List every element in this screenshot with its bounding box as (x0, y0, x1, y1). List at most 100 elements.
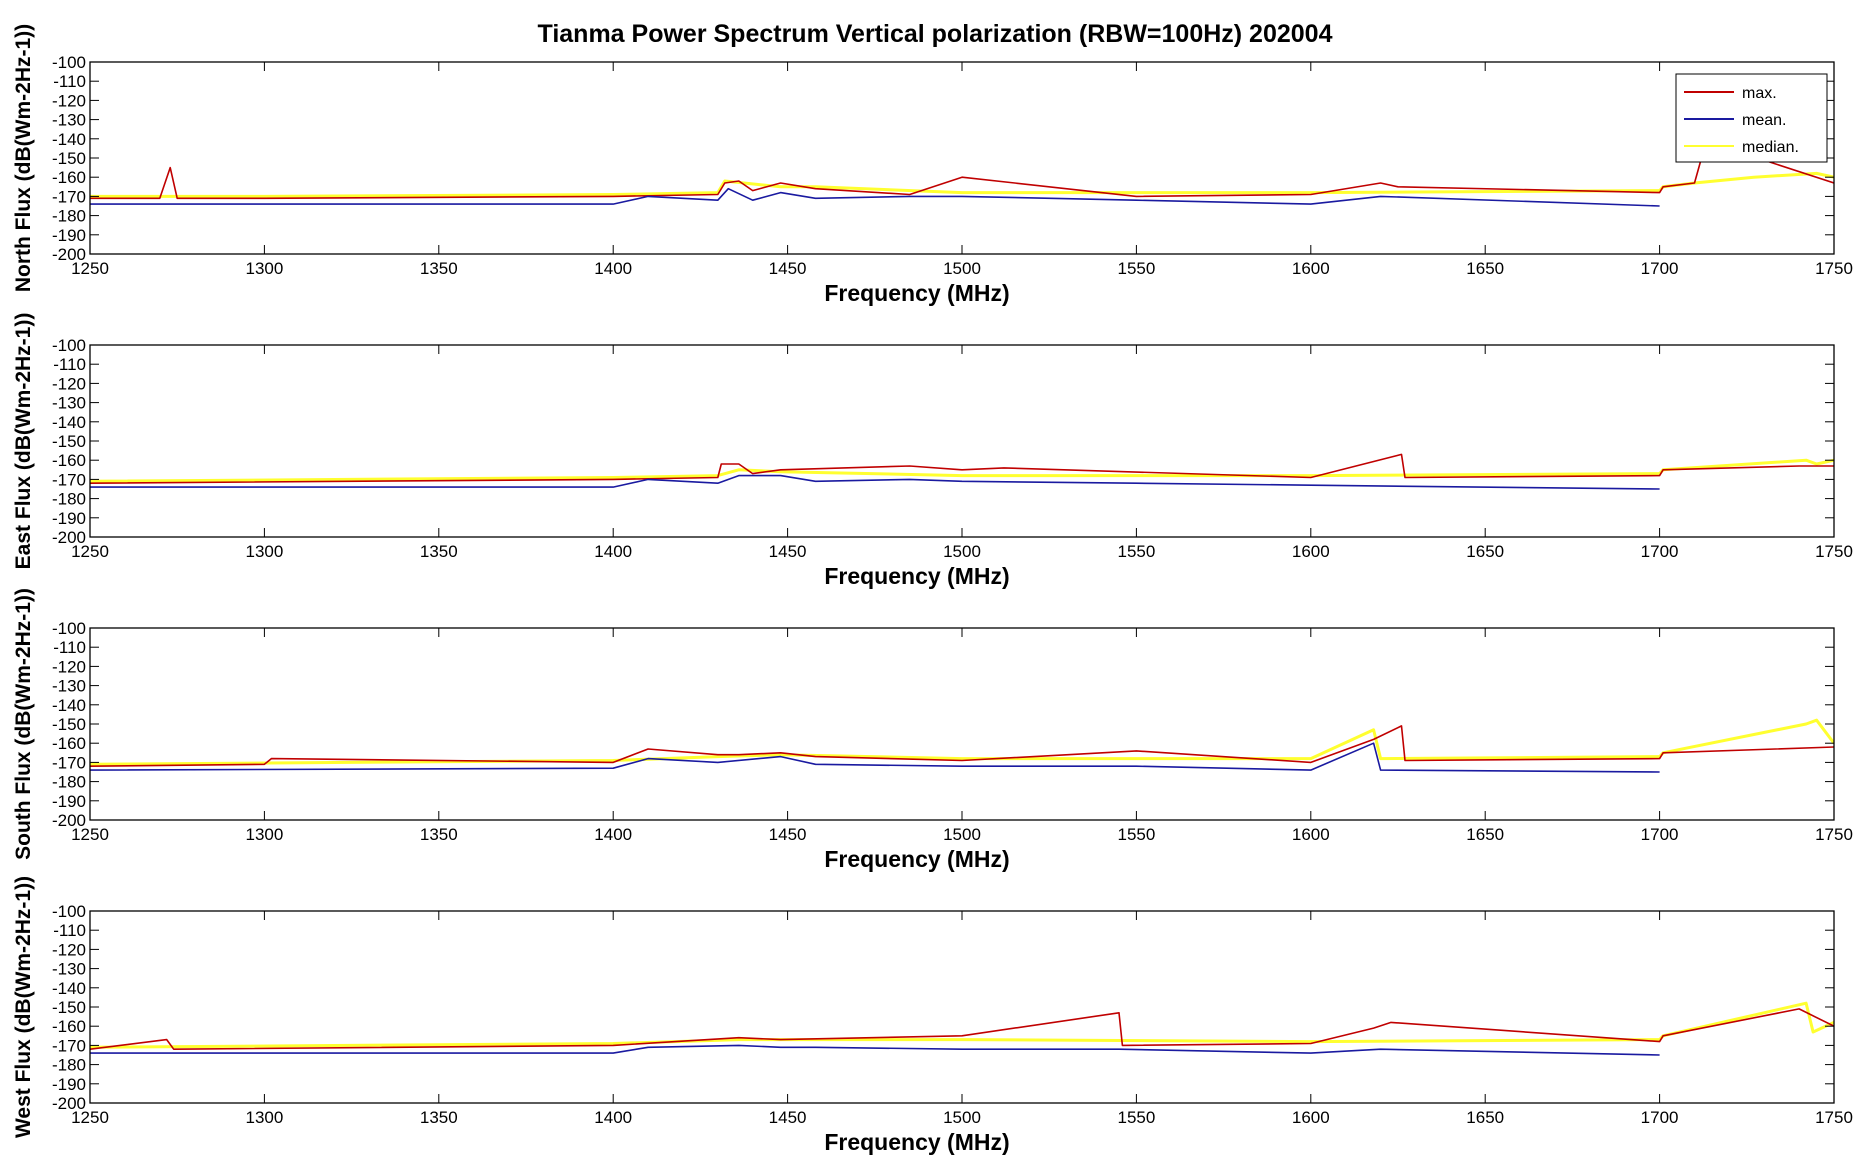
x-tick-label: 1750 (1815, 542, 1853, 561)
x-tick-label: 1250 (71, 1108, 109, 1127)
x-tick-label: 1600 (1292, 259, 1330, 278)
y-tick-label: -130 (52, 960, 86, 979)
y-tick-label: -120 (52, 657, 86, 676)
x-tick-label: 1250 (71, 542, 109, 561)
series-line-max (90, 725, 1834, 767)
series-line-mean (90, 742, 1660, 773)
y-tick-label: -120 (52, 91, 86, 110)
y-tick-label: -200 (52, 1094, 86, 1113)
x-tick-label: 1300 (245, 825, 283, 844)
series-group (90, 157, 1834, 207)
y-axis-label: North Flux (dB(Wm-2Hz-1)) (12, 24, 35, 292)
y-tick-label: -130 (52, 394, 86, 413)
y-tick-label: -160 (52, 168, 86, 187)
x-axis-label: Frequency (MHz) (824, 563, 1009, 589)
series-line-mean (90, 474, 1660, 490)
series-line-median (90, 1001, 1834, 1049)
y-tick-label: -110 (53, 638, 86, 657)
y-tick-label: -200 (52, 811, 86, 830)
x-tick-label: 1300 (245, 542, 283, 561)
x-tick-label: 1350 (420, 259, 458, 278)
x-tick-label: 1700 (1641, 259, 1679, 278)
x-tick-label: 1700 (1641, 1108, 1679, 1127)
x-tick-label: 1500 (943, 825, 981, 844)
y-tick-label: -170 (52, 187, 86, 206)
y-tick-label: -120 (52, 940, 86, 959)
x-tick-label: 1750 (1815, 825, 1853, 844)
series-line-mean (90, 187, 1660, 207)
y-tick-label: -130 (52, 111, 86, 130)
series-line-max (90, 1008, 1834, 1050)
plot-frame (89, 910, 1835, 1104)
series-group (90, 453, 1834, 490)
y-tick-label: -100 (52, 336, 86, 355)
x-tick-label: 1550 (1117, 259, 1155, 278)
y-tick-label: -150 (52, 715, 86, 734)
x-tick-label: 1700 (1641, 542, 1679, 561)
x-tick-label: 1350 (420, 542, 458, 561)
y-tick-label: -130 (52, 677, 86, 696)
y-tick-label: -170 (52, 753, 86, 772)
x-tick-label: 1600 (1292, 825, 1330, 844)
x-tick-label: 1750 (1815, 1108, 1853, 1127)
y-tick-label: -100 (52, 902, 86, 921)
series-line-mean (90, 1044, 1660, 1056)
x-tick-label: 1650 (1466, 1108, 1504, 1127)
y-tick-label: -150 (52, 432, 86, 451)
y-tick-label: -190 (52, 226, 86, 245)
chart-panel-3: 1250 1300 1350 1400 1450 1500 1550 1600 1650 1700… (12, 588, 1853, 872)
y-tick-label: -150 (52, 998, 86, 1017)
y-tick-label: -180 (52, 773, 86, 792)
plot-frame (89, 627, 1835, 821)
y-tick-label: -100 (52, 619, 86, 638)
x-tick-label: 1300 (245, 1108, 283, 1127)
legend: max. mean. median. (1675, 73, 1828, 163)
x-tick-label: 1450 (769, 825, 807, 844)
x-tick-label: 1550 (1117, 542, 1155, 561)
y-tick-label: -160 (52, 451, 86, 470)
y-tick-label: -110 (53, 72, 86, 91)
x-tick-label: 1300 (245, 259, 283, 278)
series-group (90, 718, 1834, 773)
series-line-max (90, 453, 1834, 484)
x-tick-label: 1250 (71, 259, 109, 278)
y-tick-label: -200 (52, 245, 86, 264)
y-tick-label: -170 (52, 1036, 86, 1055)
x-axis-label: Frequency (MHz) (824, 1129, 1009, 1155)
y-tick-label: -190 (52, 1075, 86, 1094)
x-tick-label: 1350 (420, 825, 458, 844)
y-tick-label: -140 (52, 413, 86, 432)
chart-panel-1: 1250 1300 1350 1400 1450 1500 1550 1600 1650 1700… (12, 24, 1853, 306)
x-tick-label: 1600 (1292, 1108, 1330, 1127)
x-tick-label: 1250 (71, 825, 109, 844)
y-axis-label: South Flux (dB(Wm-2Hz-1)) (12, 588, 35, 860)
y-tick-label: -140 (52, 696, 86, 715)
y-tick-label: -140 (52, 130, 86, 149)
x-tick-label: 1550 (1117, 1108, 1155, 1127)
y-axis-label: East Flux (dB(Wm-2Hz-1)) (12, 313, 35, 570)
y-tick-label: -180 (52, 207, 86, 226)
series-group (90, 1001, 1834, 1056)
x-tick-label: 1750 (1815, 259, 1853, 278)
series-line-median (90, 458, 1834, 483)
x-tick-label: 1650 (1466, 825, 1504, 844)
x-tick-label: 1400 (594, 825, 632, 844)
y-tick-label: -180 (52, 1056, 86, 1075)
x-tick-label: 1650 (1466, 259, 1504, 278)
y-tick-label: -160 (52, 1017, 86, 1036)
x-tick-label: 1450 (769, 259, 807, 278)
x-tick-label: 1500 (943, 542, 981, 561)
x-tick-label: 1500 (943, 1108, 981, 1127)
y-tick-label: -110 (53, 921, 86, 940)
series-line-median (90, 171, 1834, 198)
y-tick-label: -170 (52, 470, 86, 489)
chart-panel-2: 1250 1300 1350 1400 1450 1500 1550 1600 1650 1700… (12, 313, 1853, 589)
x-tick-label: 1400 (594, 542, 632, 561)
x-tick-label: 1350 (420, 1108, 458, 1127)
x-axis-label: Frequency (MHz) (824, 846, 1009, 872)
y-tick-label: -140 (52, 979, 86, 998)
x-tick-label: 1700 (1641, 825, 1679, 844)
legend-label: mean. (1742, 112, 1786, 129)
y-tick-label: -180 (52, 490, 86, 509)
